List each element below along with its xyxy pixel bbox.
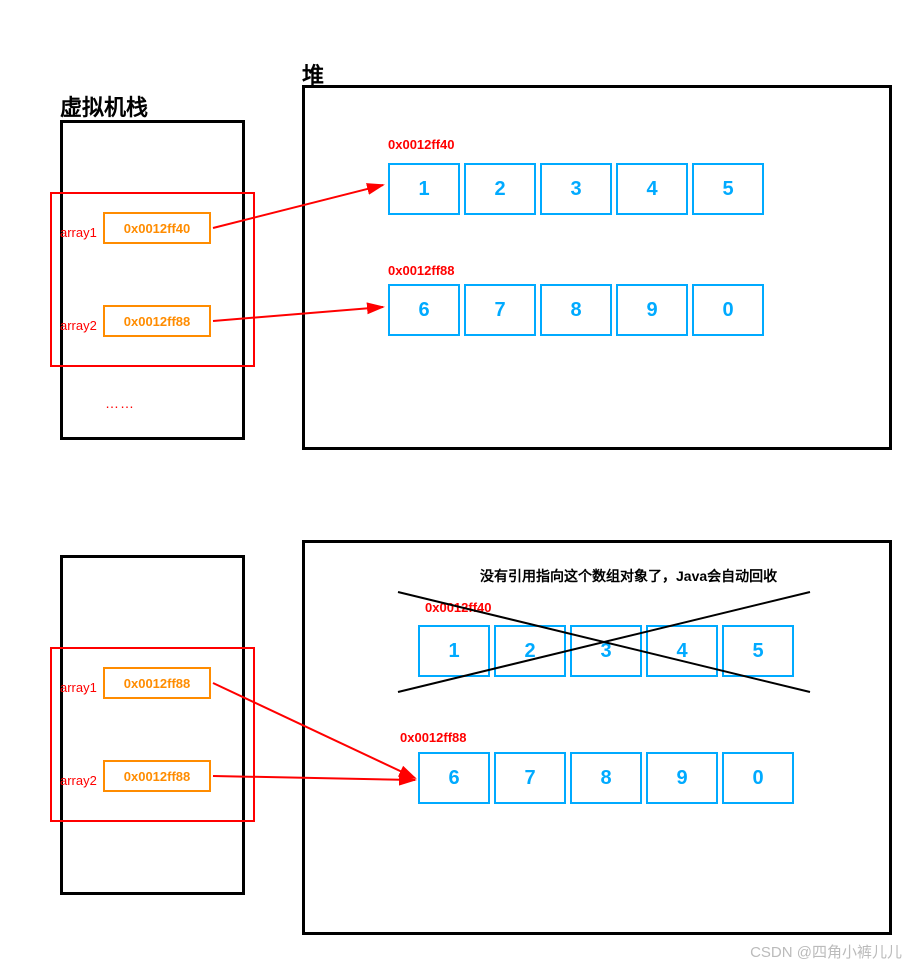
cell: 0	[692, 284, 764, 336]
var-box-array1-bottom: 0x0012ff88	[103, 667, 211, 699]
arr1-addr-bottom: 0x0012ff40	[425, 600, 492, 615]
cell: 4	[616, 163, 688, 215]
arr1-row-top: 1 2 3 4 5	[388, 163, 768, 215]
cell: 4	[646, 625, 718, 677]
arr2-row-top: 6 7 8 9 0	[388, 284, 768, 336]
ellipsis-top: ……	[105, 395, 135, 411]
cell: 6	[418, 752, 490, 804]
cell: 3	[540, 163, 612, 215]
var-box-array2-bottom: 0x0012ff88	[103, 760, 211, 792]
cell: 1	[388, 163, 460, 215]
watermark: CSDN @四角小裤儿儿	[750, 941, 902, 962]
cell: 5	[722, 625, 794, 677]
stack-title-top: 虚拟机栈	[60, 90, 148, 122]
var-box-array2-top: 0x0012ff88	[103, 305, 211, 337]
var-box-array1-top: 0x0012ff40	[103, 212, 211, 244]
var-label-array1-bottom: array1	[60, 680, 97, 695]
cell: 0	[722, 752, 794, 804]
var-label-array2-top: array2	[60, 318, 97, 333]
cell: 8	[570, 752, 642, 804]
gc-note: 没有引用指向这个数组对象了，Java会自动回收	[480, 566, 777, 586]
cell: 1	[418, 625, 490, 677]
cell: 2	[464, 163, 536, 215]
cell: 5	[692, 163, 764, 215]
arr2-addr-top: 0x0012ff88	[388, 263, 455, 278]
cell: 7	[494, 752, 566, 804]
arr2-addr-bottom: 0x0012ff88	[400, 730, 467, 745]
cell: 8	[540, 284, 612, 336]
arr1-addr-top: 0x0012ff40	[388, 137, 455, 152]
var-label-array1-top: array1	[60, 225, 97, 240]
cell: 9	[616, 284, 688, 336]
cell: 7	[464, 284, 536, 336]
var-label-array2-bottom: array2	[60, 773, 97, 788]
arr1-row-bottom: 1 2 3 4 5	[418, 625, 798, 677]
heap-box-bottom	[302, 540, 892, 935]
cell: 6	[388, 284, 460, 336]
cell: 3	[570, 625, 642, 677]
arr2-row-bottom: 6 7 8 9 0	[418, 752, 798, 804]
cell: 9	[646, 752, 718, 804]
cell: 2	[494, 625, 566, 677]
